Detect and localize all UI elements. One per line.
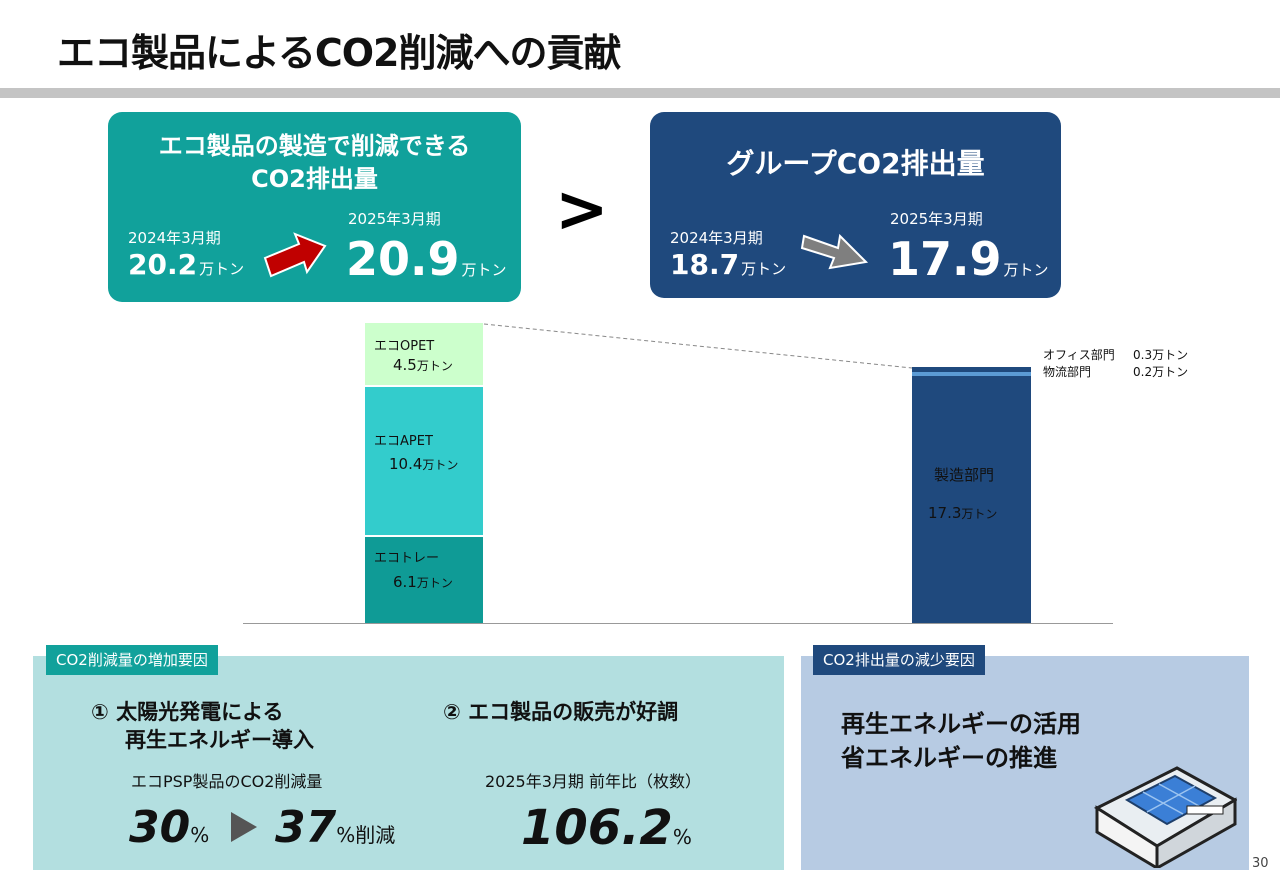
manufacturing-value-group: 17.3万トン bbox=[928, 504, 997, 522]
bar-segment-eco-tray: エコトレー 6.1万トン bbox=[365, 537, 483, 623]
item1-line2: 再生エネルギー導入 bbox=[125, 728, 314, 752]
decrease-line1: 再生エネルギーの活用 bbox=[841, 710, 1081, 738]
eco-prev-year: 2024年3月期 bbox=[128, 229, 221, 247]
office-label: オフィス部門 bbox=[1043, 348, 1115, 362]
group-prev-value: 18.7 bbox=[670, 248, 740, 281]
item1-from-pct: % bbox=[190, 823, 210, 847]
group-cur-year: 2025年3月期 bbox=[890, 210, 983, 228]
eco-box-heading-line2: CO2排出量 bbox=[251, 165, 378, 193]
item2-sub: 2025年3月期 前年比（枚数） bbox=[485, 772, 701, 791]
logistics-value: 0.2万トン bbox=[1133, 365, 1189, 379]
greater-than-sign: > bbox=[555, 173, 609, 247]
dashed-connector-line bbox=[483, 323, 913, 369]
eco-cur-value: 20.9 bbox=[346, 232, 460, 286]
eco-prev-value: 20.2 bbox=[128, 248, 198, 281]
item2-value: 106.2 bbox=[521, 800, 673, 856]
item1-from: 30 bbox=[129, 802, 191, 853]
title-divider bbox=[0, 88, 1280, 98]
item1-from-group: 30% bbox=[129, 802, 209, 853]
eco-cur-year: 2025年3月期 bbox=[348, 210, 441, 228]
manufacturing-value: 17.3 bbox=[928, 504, 962, 522]
group-emissions-box: グループCO2排出量 2024年3月期 18.7 万トン 2025年3月期 17.… bbox=[650, 112, 1061, 298]
eco-apet-value-group: 10.4万トン bbox=[389, 455, 458, 473]
eco-prev-unit: 万トン bbox=[199, 260, 245, 278]
item1-to: 37 bbox=[275, 802, 337, 853]
manufacturing-unit: 万トン bbox=[961, 507, 998, 521]
logistics-label: 物流部門 bbox=[1043, 365, 1092, 379]
eco-tray-unit: 万トン bbox=[416, 576, 453, 590]
bar-segment-eco-opet: エコOPET 4.5万トン bbox=[365, 323, 483, 385]
bar-segment-office bbox=[912, 367, 1031, 372]
increase-factors-panel: ① 太陽光発電による 再生エネルギー導入 エコPSP製品のCO2削減量 30% … bbox=[33, 656, 784, 870]
item2-pct: % bbox=[672, 825, 692, 849]
increase-factors-tag: CO2削減量の増加要因 bbox=[46, 645, 218, 675]
group-cur-value: 17.9 bbox=[888, 232, 1002, 286]
eco-tray-label: エコトレー bbox=[374, 551, 440, 566]
group-prev-year: 2024年3月期 bbox=[670, 229, 763, 247]
group-box-heading: グループCO2排出量 bbox=[726, 147, 985, 180]
eco-opet-value-group: 4.5万トン bbox=[393, 356, 453, 374]
red-arrow-icon bbox=[263, 232, 327, 278]
eco-cur-value-group: 20.9 万トン bbox=[346, 232, 507, 286]
group-prev-value-group: 18.7 万トン bbox=[670, 248, 786, 281]
item1-sub: エコPSP製品のCO2削減量 bbox=[131, 772, 323, 791]
office-value: 0.3万トン bbox=[1133, 348, 1189, 362]
bar-segment-eco-apet: エコAPET 10.4万トン bbox=[365, 387, 483, 535]
eco-prev-value-group: 20.2 万トン bbox=[128, 248, 244, 281]
eco-box-heading-line1: エコ製品の製造で削減できる bbox=[158, 132, 471, 160]
play-triangle-icon bbox=[231, 812, 257, 842]
page-title: エコ製品によるCO2削減への貢献 bbox=[57, 31, 621, 75]
eco-opet-unit: 万トン bbox=[416, 359, 453, 373]
item1-line1: ① 太陽光発電による bbox=[91, 700, 284, 724]
gray-arrow-icon bbox=[800, 233, 869, 270]
eco-opet-value: 4.5 bbox=[393, 356, 417, 374]
eco-apet-label: エコAPET bbox=[374, 434, 433, 449]
group-cur-unit: 万トン bbox=[1003, 261, 1049, 279]
eco-opet-label: エコOPET bbox=[374, 339, 435, 354]
bar-segment-logistics bbox=[912, 372, 1031, 376]
solar-factory-icon bbox=[1093, 766, 1237, 868]
group-prev-unit: 万トン bbox=[741, 260, 787, 278]
eco-apet-unit: 万トン bbox=[422, 458, 459, 472]
chart-baseline bbox=[243, 623, 1113, 624]
eco-products-reduction-box: エコ製品の製造で削減できる CO2排出量 2024年3月期 20.2 万トン 20… bbox=[108, 112, 521, 302]
eco-tray-value: 6.1 bbox=[393, 573, 417, 591]
group-cur-value-group: 17.9 万トン bbox=[888, 232, 1049, 286]
decrease-factors-panel: 再生エネルギーの活用 省エネルギーの推進 bbox=[801, 656, 1249, 870]
eco-cur-unit: 万トン bbox=[461, 261, 507, 279]
item1-suffix: %削減 bbox=[336, 823, 396, 847]
decrease-factors-tag: CO2排出量の減少要因 bbox=[813, 645, 985, 675]
eco-tray-value-group: 6.1万トン bbox=[393, 573, 453, 591]
item1-to-group: 37%削減 bbox=[275, 802, 395, 853]
page-number: 30 bbox=[1252, 856, 1269, 871]
eco-apet-value: 10.4 bbox=[389, 455, 423, 473]
item2-heading: ② エコ製品の販売が好調 bbox=[443, 700, 679, 724]
item2-value-group: 106.2% bbox=[521, 800, 692, 856]
decrease-line2: 省エネルギーの推進 bbox=[841, 744, 1057, 772]
bar-segment-manufacturing: 製造部門 17.3万トン bbox=[912, 376, 1031, 623]
manufacturing-label: 製造部門 bbox=[934, 466, 995, 484]
